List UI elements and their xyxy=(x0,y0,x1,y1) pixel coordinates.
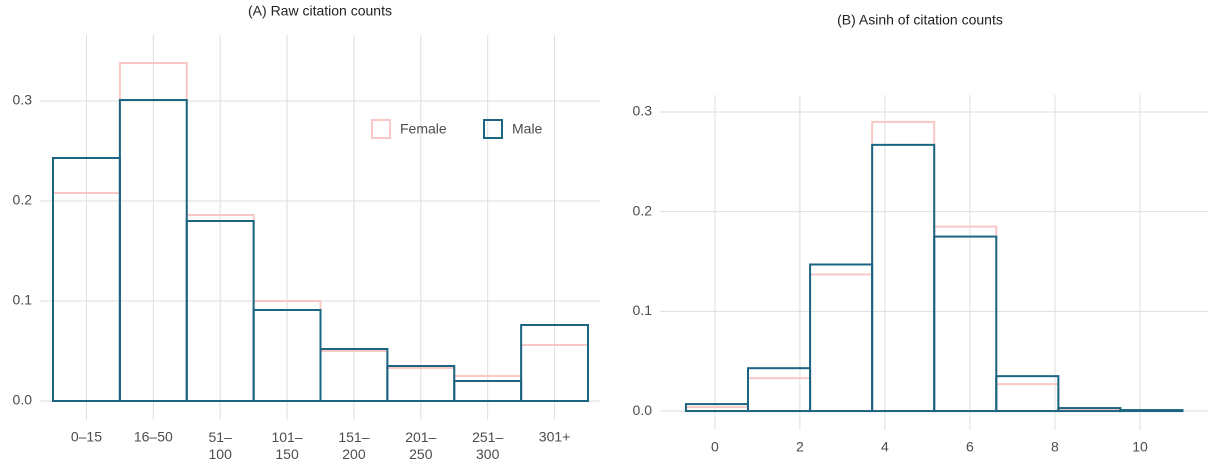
x-tick-label: 251– 300 xyxy=(472,429,503,462)
x-tick-label: 201– 250 xyxy=(405,429,436,462)
x-tick-label: 10 xyxy=(1132,439,1148,455)
x-tick-label: 151– 200 xyxy=(338,429,369,462)
x-tick-label: 0 xyxy=(711,439,719,455)
bar xyxy=(747,377,812,413)
x-tick-label: 8 xyxy=(1051,439,1059,455)
x-tick-label: 51– 100 xyxy=(209,429,233,462)
y-tick-label: 0.1 xyxy=(633,302,653,318)
bar xyxy=(871,120,936,413)
x-tick-label: 4 xyxy=(881,439,889,455)
bar xyxy=(809,273,874,413)
chart-title: (A) Raw citation counts xyxy=(248,3,392,19)
bar xyxy=(933,225,998,413)
legend-label: Male xyxy=(512,121,543,137)
bar xyxy=(995,375,1060,413)
bar xyxy=(747,367,812,413)
x-tick-label: 6 xyxy=(966,439,974,455)
y-tick-label: 0.3 xyxy=(633,103,653,119)
x-tick-label: 101– 150 xyxy=(271,429,302,462)
y-tick-label: 0.2 xyxy=(633,202,653,218)
bar xyxy=(871,143,936,413)
bar xyxy=(933,235,998,413)
legend-label: Female xyxy=(400,121,447,137)
y-tick-label: 0.2 xyxy=(13,192,33,208)
legend-swatch xyxy=(371,119,391,139)
bar xyxy=(809,263,874,413)
y-tick-label: 0.0 xyxy=(13,392,33,408)
y-tick-label: 0.1 xyxy=(13,292,33,308)
x-tick-label: 0–15 xyxy=(71,429,102,445)
y-tick-label: 0.3 xyxy=(13,92,33,108)
chart-title: (B) Asinh of citation counts xyxy=(837,12,1003,28)
bar xyxy=(520,324,589,402)
legend-swatch xyxy=(483,119,503,139)
x-tick-label: 16–50 xyxy=(134,429,173,445)
bar xyxy=(1119,409,1184,413)
y-tick-label: 0.0 xyxy=(633,402,653,418)
bar xyxy=(995,383,1060,413)
x-tick-label: 301+ xyxy=(539,429,571,445)
x-tick-label: 2 xyxy=(796,439,804,455)
